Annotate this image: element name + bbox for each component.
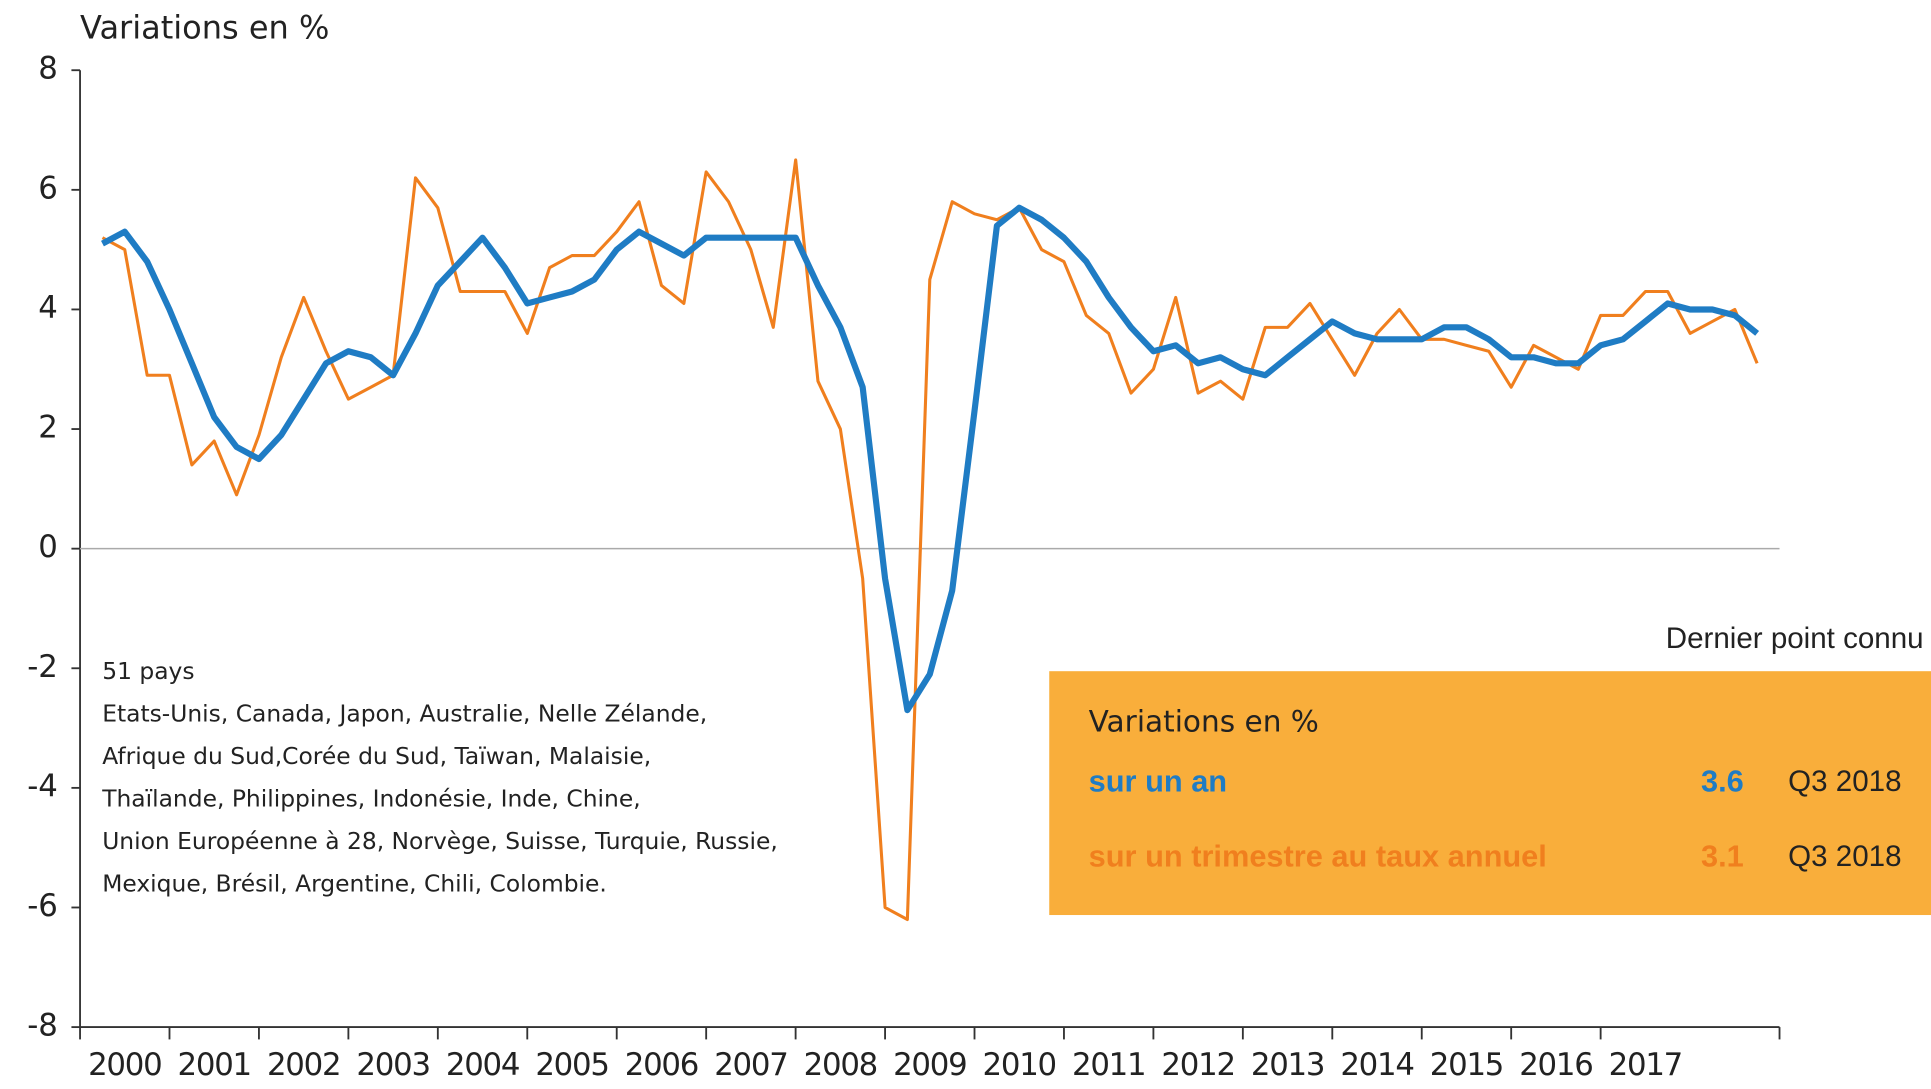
x-tick-label: 2003: [356, 1047, 429, 1083]
y-tick-label: -4: [27, 768, 58, 804]
legend-entry: sur un trimestre au taux annuel: [1089, 839, 1547, 874]
latest-value: 3.6: [1701, 763, 1744, 798]
note-line: Thaïlande, Philippines, Indonésie, Inde,…: [101, 784, 640, 812]
y-tick-label: 4: [38, 290, 58, 326]
legend-heading: Dernier point connu: [1666, 622, 1924, 655]
x-tick-label: 2016: [1519, 1047, 1592, 1083]
note-line: Afrique du Sud,Corée du Sud, Taïwan, Mal…: [102, 742, 651, 770]
y-tick-label: 8: [38, 51, 58, 87]
y-tick-label: -8: [27, 1008, 58, 1044]
x-tick-label: 2004: [446, 1047, 519, 1083]
note-line: Mexique, Brésil, Argentine, Chili, Colom…: [102, 869, 607, 897]
x-tick-label: 2007: [714, 1047, 787, 1083]
latest-period: Q3 2018: [1788, 840, 1901, 873]
y-axis-title: Variations en %: [80, 9, 329, 47]
x-tick-label: 2010: [983, 1047, 1056, 1083]
y-tick-label: 0: [38, 529, 58, 565]
x-tick-label: 2000: [88, 1047, 161, 1083]
x-tick-label: 2005: [535, 1047, 608, 1083]
y-tick-label: -2: [27, 649, 58, 685]
latest-value: 3.1: [1701, 839, 1744, 874]
x-tick-label: 2017: [1609, 1047, 1682, 1083]
y-tick-label: 2: [38, 410, 58, 446]
y-tick-label: 6: [38, 170, 58, 206]
x-tick-label: 2008: [804, 1047, 877, 1083]
note-line: Etats-Unis, Canada, Japon, Australie, Ne…: [102, 699, 707, 727]
x-tick-label: 2002: [267, 1047, 340, 1083]
x-tick-label: 2006: [625, 1047, 698, 1083]
x-tick-label: 2009: [893, 1047, 966, 1083]
line-series: [101, 204, 1760, 714]
line-series: [101, 158, 1759, 922]
x-tick-label: 2014: [1340, 1047, 1413, 1083]
note-line: 51 pays: [102, 657, 194, 685]
legend-title: Variations en %: [1089, 704, 1319, 738]
x-tick-label: 2001: [178, 1047, 251, 1083]
latest-period: Q3 2018: [1788, 765, 1901, 798]
x-tick-label: 2012: [1161, 1047, 1234, 1083]
y-tick-label: -6: [27, 888, 58, 924]
x-tick-label: 2015: [1430, 1047, 1503, 1083]
x-tick-label: 2013: [1251, 1047, 1324, 1083]
note-line: Union Européenne à 28, Norvège, Suisse, …: [102, 827, 778, 855]
legend-box: [1049, 671, 1931, 916]
legend-entry: sur un an: [1089, 763, 1227, 798]
x-tick-label: 2011: [1072, 1047, 1145, 1083]
